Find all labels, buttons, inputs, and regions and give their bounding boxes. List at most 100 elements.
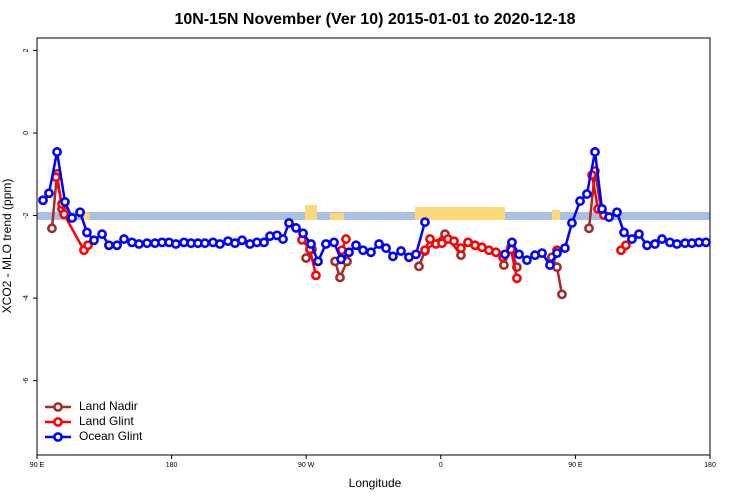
- land-patch: [415, 207, 505, 220]
- data-point: [499, 260, 509, 270]
- x-tick-label: 90 E: [30, 462, 45, 469]
- data-point: [612, 207, 622, 218]
- data-point: [420, 245, 430, 256]
- y-tick-label: -2: [23, 212, 30, 218]
- data-point: [411, 249, 421, 260]
- data-point: [491, 247, 501, 258]
- x-tick-label: 180: [704, 462, 716, 469]
- data-point: [634, 229, 644, 240]
- data-point: [104, 240, 114, 251]
- data-point: [291, 223, 301, 233]
- legend-marker: [53, 417, 63, 427]
- y-tick-label: 2: [23, 48, 30, 52]
- data-point: [351, 240, 361, 251]
- chart-title: 10N-15N November (Ver 10) 2015-01-01 to …: [174, 11, 575, 28]
- data-point: [38, 195, 48, 206]
- data-point: [335, 272, 345, 283]
- data-point: [701, 237, 711, 248]
- data-point: [657, 234, 667, 244]
- data-point: [200, 238, 210, 249]
- data-point: [313, 256, 323, 267]
- data-point: [215, 239, 225, 249]
- data-point: [97, 229, 107, 240]
- land-patch: [330, 213, 344, 220]
- data-point: [604, 212, 614, 223]
- data-point: [514, 249, 524, 260]
- data-point: [627, 234, 637, 244]
- data-point: [507, 237, 517, 248]
- data-point: [512, 273, 522, 284]
- legend-label: Ocean Glint: [79, 429, 143, 443]
- data-point: [89, 235, 99, 246]
- data-point: [259, 237, 269, 248]
- data-point: [358, 245, 368, 256]
- data-point: [545, 260, 555, 270]
- plot-frame: [36, 37, 711, 456]
- data-point: [425, 234, 435, 244]
- y-tick-label: -4: [23, 295, 30, 301]
- data-point: [590, 147, 600, 157]
- data-point: [642, 240, 652, 251]
- data-point: [500, 249, 510, 260]
- data-point: [584, 223, 594, 234]
- data-point: [60, 197, 70, 207]
- data-point: [456, 243, 466, 254]
- data-point: [560, 243, 570, 254]
- data-point: [414, 261, 424, 272]
- y-axis-label: XCO2 - MLO trend (ppm): [0, 179, 14, 314]
- data-point: [284, 218, 294, 228]
- data-point: [557, 289, 567, 300]
- data-point: [321, 239, 331, 249]
- data-point: [420, 217, 430, 228]
- data-point: [134, 239, 144, 249]
- data-point: [575, 196, 585, 206]
- data-point: [75, 207, 85, 218]
- data-point: [301, 253, 311, 263]
- data-point: [449, 236, 459, 247]
- data-point: [306, 239, 316, 249]
- data-point: [83, 240, 93, 251]
- legend-marker: [53, 402, 63, 412]
- land-patch: [84, 213, 90, 220]
- data-point: [344, 247, 354, 258]
- data-point: [522, 255, 532, 266]
- data-point: [52, 147, 62, 157]
- data-point: [597, 204, 607, 214]
- data-point: [582, 189, 592, 199]
- data-point: [396, 246, 406, 256]
- x-tick-label: 0: [439, 462, 443, 469]
- y-tick-label: -6: [23, 377, 30, 383]
- data-point: [311, 270, 321, 281]
- data-point: [567, 218, 577, 228]
- data-point: [388, 251, 398, 262]
- data-point: [119, 234, 129, 244]
- data-point: [621, 240, 631, 251]
- data-point: [650, 239, 660, 249]
- ocean-band: [37, 212, 710, 220]
- data-point: [366, 247, 376, 258]
- legend-label: Land Glint: [79, 414, 134, 428]
- x-tick-label: 180: [166, 462, 178, 469]
- data-point: [552, 248, 562, 259]
- data-point: [672, 239, 682, 249]
- data-point: [112, 240, 122, 251]
- land-patch: [552, 210, 560, 220]
- data-point: [341, 234, 351, 244]
- y-tick-label: 0: [23, 131, 30, 135]
- data-point: [171, 239, 181, 249]
- data-point: [44, 188, 54, 199]
- legend-label: Land Nadir: [79, 399, 138, 413]
- data-point: [59, 209, 69, 220]
- data-point: [237, 235, 247, 246]
- x-axis-label: Longitude: [349, 476, 402, 490]
- data-point: [537, 248, 547, 259]
- data-point: [336, 254, 346, 265]
- legend-marker: [53, 432, 63, 442]
- data-point: [374, 239, 384, 249]
- x-tick-label: 90 W: [298, 462, 315, 469]
- data-point: [142, 238, 152, 249]
- land-mask-band: [37, 205, 710, 220]
